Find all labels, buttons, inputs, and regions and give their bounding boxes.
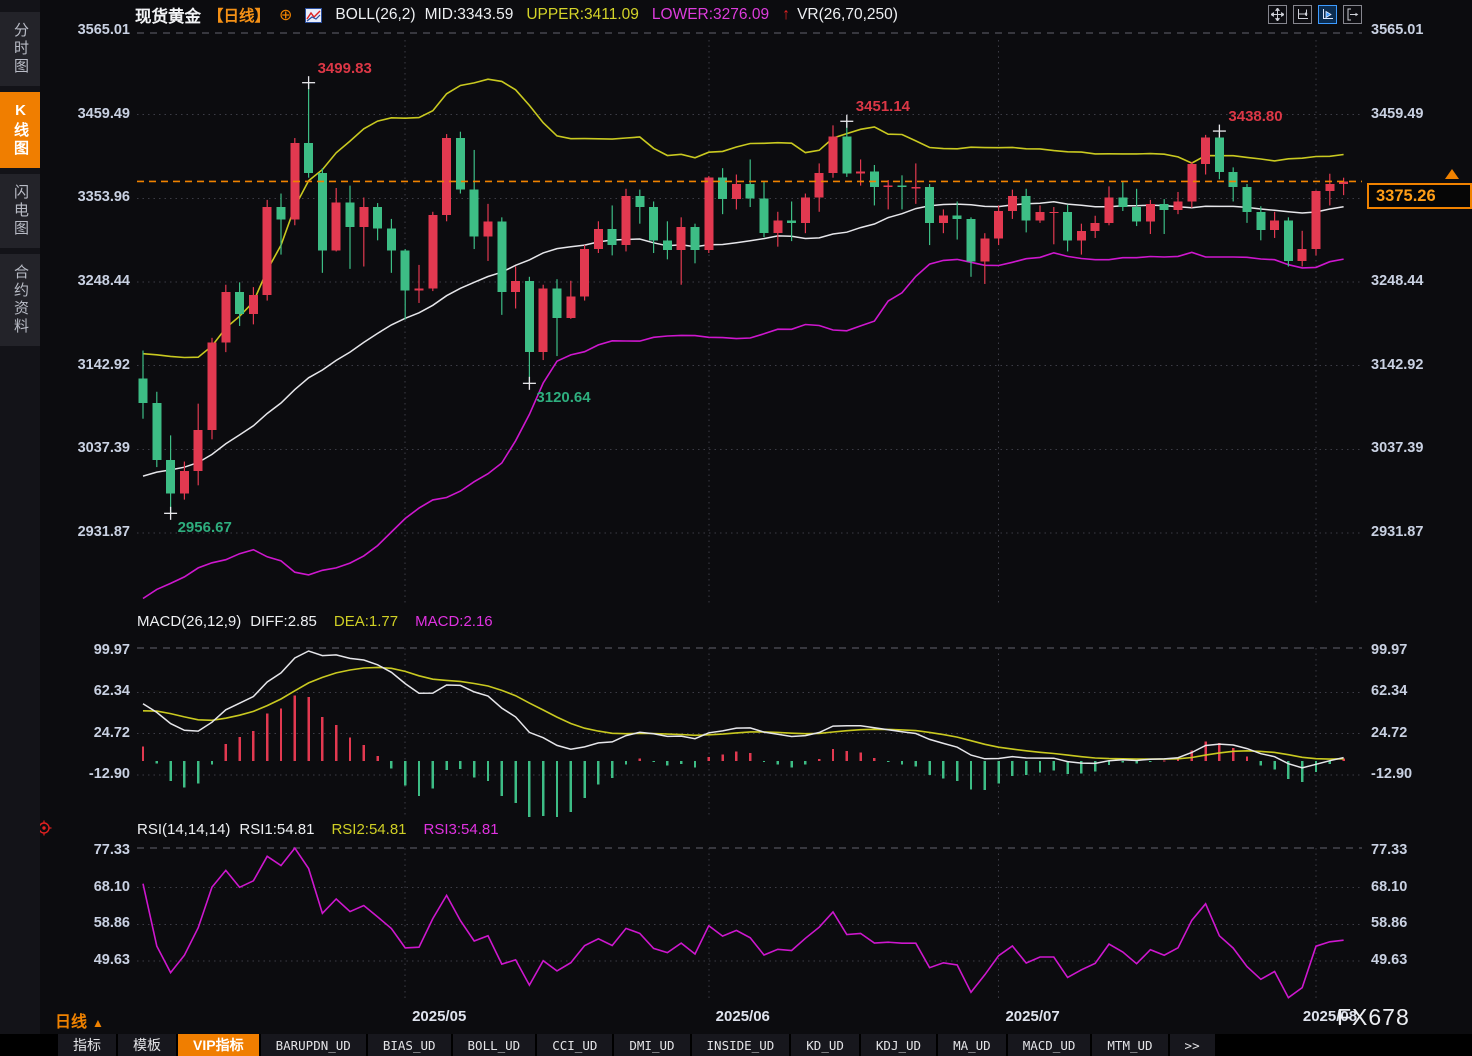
rsi-axis-label-right: 77.33 [1371,842,1408,858]
rsi-axis-label-left: 77.33 [93,842,130,858]
y-axis-label-right: 3248.44 [1371,273,1424,289]
indicator-tab[interactable]: MTM_UD [1092,1034,1168,1056]
period-selector-label: 日线 [55,1014,88,1031]
boll-lower-value: LOWER:3276.09 [651,6,770,23]
vr-param-label: VR(26,70,250) [797,6,898,23]
macd-axis-label-right: 99.97 [1371,642,1408,658]
rsi-panel-header: RSI(14,14,14) RSI1:54.81 RSI2:54.81 RSI3… [137,821,499,838]
rsi2-value: RSI2:54.81 [331,821,407,838]
y-axis-label-left: 3248.44 [77,273,130,289]
rsi-axis-label-left: 68.10 [93,878,130,895]
rsi1-value: RSI1:54.81 [239,821,315,838]
rsi3-value: RSI3:54.81 [423,821,499,838]
chart-header: 现货黄金 【日线】 ⊕ BOLL(26,2) MID:3343.59 UPPER… [40,0,1472,30]
y-axis-label-right: 3142.92 [1371,356,1424,373]
chart-toolbar [1268,5,1362,24]
rsi-axis-label-right: 49.63 [1371,952,1408,968]
y-axis-label-right: 3459.49 [1371,105,1424,122]
rsi-title: RSI(14,14,14) [137,821,231,838]
y-axis-label-left: 2931.87 [77,524,130,540]
y-axis-label-left: 3459.49 [77,105,130,122]
indicator-tab[interactable]: DMI_UD [614,1034,690,1056]
macd-title: MACD(26,12,9) [137,613,242,630]
rsi-axis-label-right: 58.86 [1371,915,1408,932]
macd-macd-value: MACD:2.16 [415,613,493,630]
x-axis-month-label: 2025/05 [412,1008,467,1025]
low-price-annotation: 2956.67 [177,519,232,537]
x-axis-month-label: 2025/06 [715,1008,770,1025]
boll-upper-value: UPPER:3411.09 [526,6,639,23]
y-axis-label-left: 3565.01 [77,22,130,38]
indicator-tab[interactable]: 模板 [118,1034,176,1056]
price-up-arrow-icon [1445,169,1459,180]
indicator-tab[interactable]: 指标 [58,1034,116,1056]
macd-dea-value: DEA:1.77 [333,613,399,630]
boll-param-label: BOLL(26,2) [335,6,416,23]
indicator-tab[interactable]: KD_UD [791,1034,859,1056]
x-axis-month-label: 2025/08 [1302,1008,1358,1025]
macd-diff-value: DIFF:2.85 [250,613,317,630]
high-price-annotation: 3438.80 [1228,108,1283,126]
detach-window-icon[interactable] [1343,5,1362,24]
circle-plus-icon[interactable]: ⊕ [279,7,293,24]
symbol-name: 现货黄金 [135,8,201,26]
signal-up-arrow-icon: ↑ [782,6,791,23]
rsi-axis-label-left: 49.63 [93,952,130,968]
indicator-tab[interactable]: VIP指标 [178,1034,259,1056]
boll-mid-value: MID:3343.59 [424,6,514,23]
period-tag: 【日线】 [208,8,271,25]
indicator-tab[interactable]: CCI_UD [537,1034,613,1056]
macd-axis-label-right: -12.90 [1371,766,1413,782]
indicator-tab[interactable]: BOLL_UD [452,1034,536,1056]
y-axis-label-right: 2931.87 [1371,524,1424,540]
macd-axis-label-left: 24.72 [93,724,130,741]
period-selector[interactable]: 日线 ▲ [55,1008,104,1032]
y-axis-label-right: 3037.39 [1371,440,1424,457]
indicator-tab[interactable]: BARUPDN_UD [260,1034,366,1056]
caret-up-icon: ▲ [92,1016,104,1030]
high-price-annotation: 3499.83 [317,59,372,77]
x-axis-month-label: 2025/07 [1005,1008,1060,1025]
indicator-tab[interactable]: INSIDE_UD [691,1034,790,1056]
current-price-value: 3375.26 [1376,186,1436,205]
indicator-mini-icon[interactable] [305,7,323,23]
auto-follow-icon[interactable] [1318,5,1337,24]
macd-axis-label-right: 24.72 [1371,724,1408,741]
indicator-tabbar: 指标 模板 VIP指标 BARUPDN_UD BIAS_UD BOLL_UD CCI_UD D… [0,1034,1472,1056]
macd-axis-label-left: 99.97 [93,642,130,658]
y-axis-label-left: 3142.92 [77,356,130,373]
macd-axis-label-left: -12.90 [88,766,130,782]
macd-panel-header: MACD(26,12,9) DIFF:2.85 DEA:1.77 MACD:2.… [137,613,493,630]
current-price-badge: 3375.26 [1367,183,1472,210]
rsi-axis-label-left: 58.86 [93,915,130,932]
high-price-annotation: 3451.14 [855,98,911,116]
indicator-tab[interactable]: >> [1169,1034,1215,1056]
macd-axis-label-right: 62.34 [1371,683,1408,700]
chart-type-sidebar: 分时图 K线图闪电图合约资料 [0,0,40,1034]
indicator-tab[interactable]: BIAS_UD [367,1034,451,1056]
sidebar-tab[interactable]: 合约资料 [0,254,40,346]
watermark: FX678 [1337,1004,1410,1030]
low-price-annotation: 3120.64 [536,389,591,407]
crosshair-move-icon[interactable] [1268,5,1287,24]
indicator-tab[interactable]: MACD_UD [1007,1034,1091,1056]
sidebar-tab[interactable]: 闪电图 [0,174,40,248]
indicator-tab[interactable]: KDJ_UD [860,1034,937,1056]
rsi-axis-label-right: 68.10 [1371,878,1408,895]
sidebar-tab[interactable]: 分时图 [0,12,40,86]
y-axis-label-left: 3037.39 [77,440,130,457]
sidebar-tab[interactable]: K线图 [0,92,40,168]
y-axis-label-left: 3353.96 [77,189,130,206]
indicator-tab[interactable]: MA_UD [938,1034,1006,1056]
macd-axis-label-left: 62.34 [93,683,130,700]
y-axis-label-right: 3565.01 [1371,22,1424,38]
axis-range-icon[interactable] [1293,5,1312,24]
